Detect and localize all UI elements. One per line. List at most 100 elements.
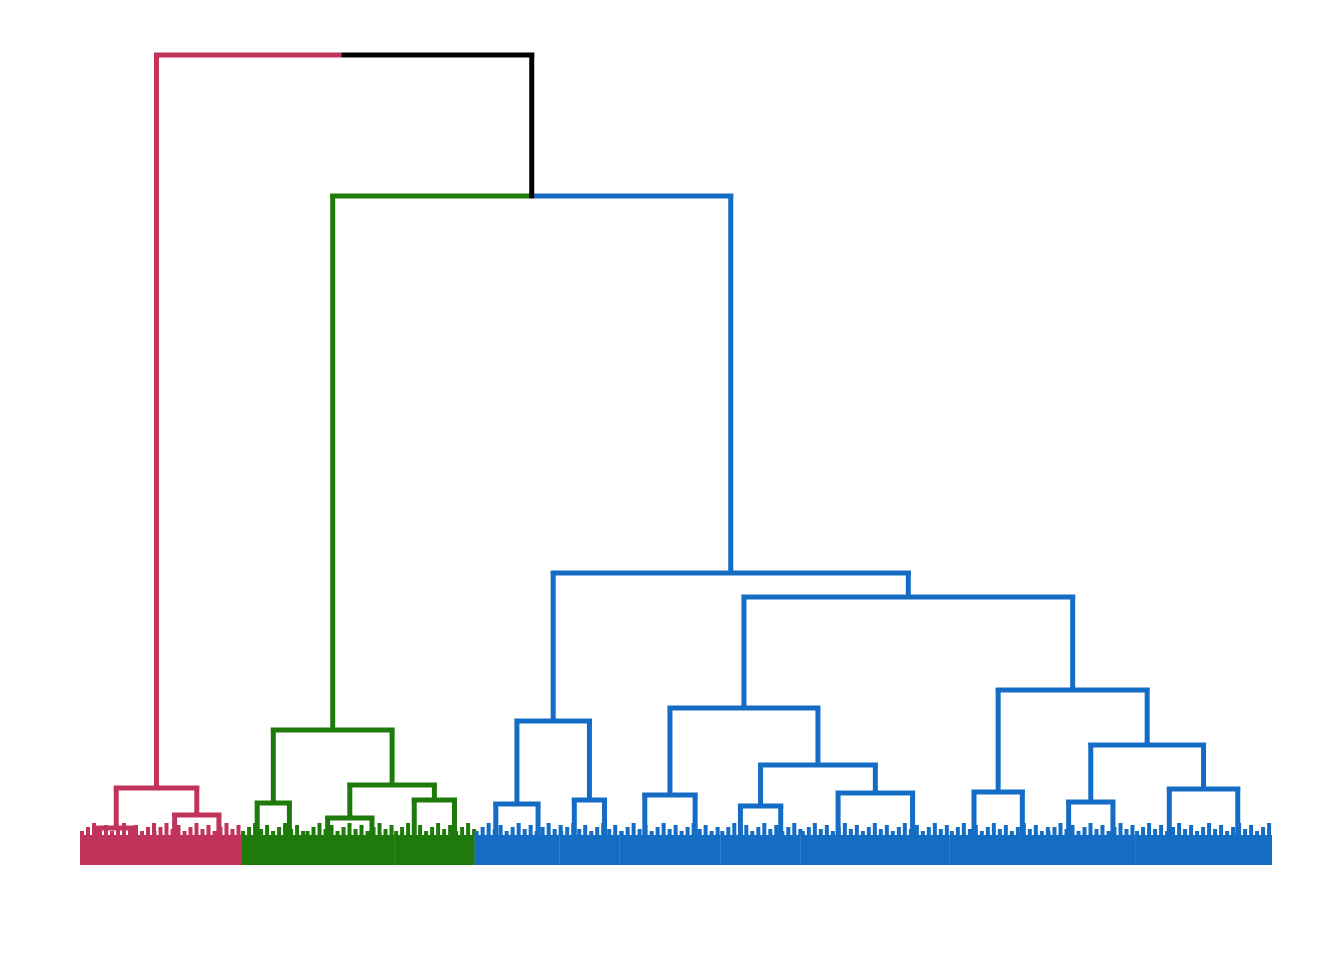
leaf-fringe (394, 835, 475, 865)
leaf-fringe-detail (1058, 823, 1063, 835)
leaf-fringe-detail (944, 825, 949, 835)
leaf-fringe-detail (128, 829, 132, 835)
leaf-fringe-detail (914, 825, 919, 835)
leaf-fringe-detail (920, 831, 925, 835)
leaf-fringe-detail (241, 831, 246, 835)
leaf-fringe-detail (400, 827, 405, 835)
leaf-fringe-detail (1207, 823, 1212, 835)
leaf-fringe-detail (424, 831, 429, 835)
leaf-fringe-detail (486, 823, 491, 835)
leaf-fringe-detail (848, 829, 853, 835)
leaf-fringe-detail (265, 825, 270, 835)
leaf-fringe-detail (806, 827, 811, 835)
leaf-fringe-detail (1171, 827, 1176, 835)
leaf-fringe-detail (607, 829, 612, 835)
leaf-fringe-detail (335, 831, 340, 835)
leaf-fringe-detail (247, 827, 252, 835)
leaf-fringe-detail (359, 825, 364, 835)
leaf-fringe-detail (792, 823, 797, 835)
leaf-fringe (1135, 835, 1272, 865)
leaf-fringe-detail (152, 831, 157, 835)
leaf-fringe-detail (631, 823, 636, 835)
leaf-fringe-detail (116, 827, 120, 835)
leaf-fringe-detail (768, 829, 773, 835)
leaf-fringe-detail (1189, 825, 1194, 835)
leaf-fringe-detail (872, 823, 877, 835)
leaf-fringe-detail (472, 829, 477, 835)
leaf-fringe-detail (985, 827, 990, 835)
leaf-fringe-detail (595, 827, 600, 835)
leaf-fringe-detail (565, 827, 570, 835)
leaf-fringe-detail (709, 831, 714, 835)
leaf-fringe-detail (474, 831, 479, 835)
leaf-fringe-detail (589, 831, 594, 835)
leaf-fringe-detail (818, 829, 823, 835)
leaf-fringe (720, 835, 801, 865)
leaf-fringe-detail (1177, 823, 1182, 835)
leaf-fringe-detail (188, 827, 193, 835)
leaf-fringe-detail (1015, 827, 1020, 835)
leaf-fringe-detail (389, 825, 394, 835)
leaf-fringe-detail (418, 825, 423, 835)
leaf-fringe-detail (720, 831, 725, 835)
leaf-fringe-detail (1076, 831, 1081, 835)
leaf-fringe-detail (673, 825, 678, 835)
leaf-fringe (305, 835, 395, 865)
leaf-fringe-detail (667, 829, 672, 835)
leaf-fringe-detail (655, 827, 660, 835)
leaf-fringe-detail (317, 823, 322, 835)
leaf-fringe-detail (546, 823, 551, 835)
leaf-fringe-detail (756, 827, 761, 835)
leaf-fringe (80, 835, 153, 865)
leaf-fringe-detail (744, 825, 749, 835)
leaf-fringe-detail (522, 829, 527, 835)
leaf-fringe-detail (448, 825, 453, 835)
leaf-fringe-detail (1052, 827, 1057, 835)
leaf-fringe-detail (1100, 825, 1105, 835)
leaf-fringe-detail (92, 823, 96, 835)
leaf-fringe-detail (80, 831, 84, 835)
leaf-fringe (474, 835, 560, 865)
leaf-fringe-detail (1118, 823, 1123, 835)
leaf-fringe-detail (750, 831, 755, 835)
leaf-fringe-detail (896, 827, 901, 835)
leaf-fringe-detail (979, 831, 984, 835)
leaf-fringe-detail (798, 829, 803, 835)
leaf-fringe-detail (552, 829, 557, 835)
leaf-fringe-detail (329, 825, 334, 835)
leaf-fringe-detail (152, 823, 156, 835)
leaf-fringe-detail (619, 831, 624, 835)
leaf-fringe-detail (436, 823, 441, 835)
leaf-fringe-detail (661, 823, 666, 835)
leaf-fringe-detail (271, 831, 276, 835)
leaf-fringe-detail (224, 823, 229, 835)
leaf-fringe-detail (997, 829, 1002, 835)
leaf-fringe-detail (625, 827, 630, 835)
leaf-fringe-detail (86, 827, 90, 835)
leaf-fringe-detail (1039, 831, 1044, 835)
leaf-fringe-detail (480, 827, 485, 835)
leaf-fringe-detail (406, 823, 411, 835)
leaf-fringe-detail (878, 829, 883, 835)
leaf-fringe (241, 835, 306, 865)
leaf-fringe-detail (383, 829, 388, 835)
leaf-fringe-detail (932, 823, 937, 835)
leaf-fringe-detail (1033, 825, 1038, 835)
leaf-fringe-detail (1267, 823, 1272, 835)
leaf-fringe-detail (1153, 829, 1158, 835)
leaf-fringe-detail (1225, 831, 1230, 835)
leaf-fringe-detail (679, 831, 684, 835)
leaf-fringe-detail (926, 827, 931, 835)
leaf-fringe-detail (697, 829, 702, 835)
leaf-fringe (1046, 835, 1136, 865)
leaf-fringe-detail (504, 831, 509, 835)
leaf-fringe-detail (955, 827, 960, 835)
leaf-fringe-detail (938, 829, 943, 835)
leaf-fringe-detail (305, 831, 310, 835)
leaf-fringe-detail (854, 825, 859, 835)
leaf-fringe-detail (516, 823, 521, 835)
leaf-fringe-detail (1124, 829, 1129, 835)
leaf-fringe (619, 835, 721, 865)
